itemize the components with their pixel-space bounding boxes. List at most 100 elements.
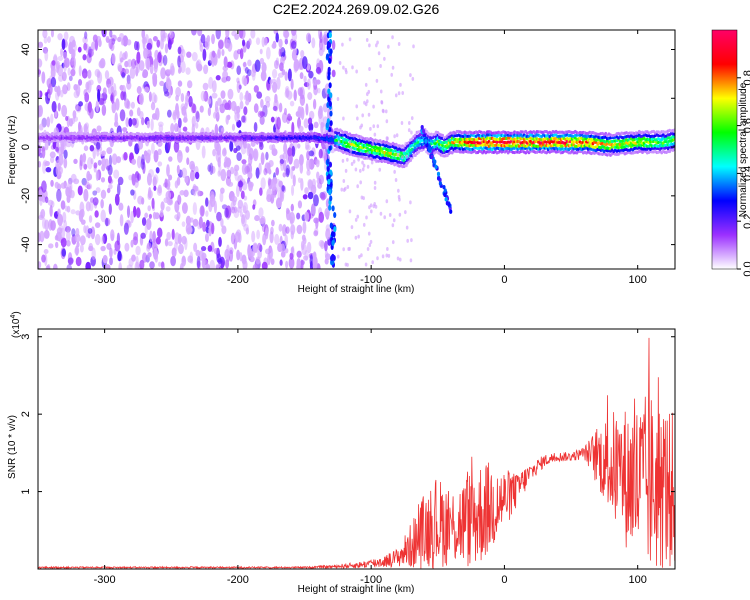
spectrogram-cell — [304, 249, 309, 261]
spectrogram-cell — [329, 110, 333, 117]
spectrogram-cell — [131, 118, 137, 126]
spectrogram-cell — [320, 192, 326, 201]
spectrogram-cell — [87, 228, 93, 234]
x-tick-label: -100 — [360, 574, 382, 586]
snr-plot-area — [38, 329, 675, 569]
spectrogram-cell — [331, 69, 336, 78]
spectrogram-cell — [368, 66, 371, 71]
spectrogram-cell — [114, 193, 120, 206]
spectrogram-cell — [207, 107, 211, 117]
spectrogram-cell — [181, 105, 187, 116]
spectrogram-cell — [87, 156, 93, 170]
spectrogram-cell — [153, 185, 157, 191]
spectrogram-cell — [318, 47, 324, 57]
spectrogram-cell — [313, 230, 319, 237]
spectrogram-cell — [119, 109, 126, 122]
spectrogram-cell — [433, 159, 437, 164]
spectrogram-cell — [170, 255, 176, 267]
spectrogram-cell — [361, 167, 365, 172]
spectrogram-cell — [100, 189, 107, 199]
spectrogram-cell — [83, 42, 88, 51]
spectrogram-cell — [279, 259, 283, 266]
spectrogram-cell — [126, 264, 133, 269]
spectrogram-cell — [253, 103, 259, 114]
spectrogram-cell — [285, 207, 290, 215]
spectrogram-cell — [409, 200, 412, 205]
spectrogram-cell — [132, 205, 137, 218]
y-tick-label: 3 — [20, 334, 32, 340]
spectrogram-cell — [363, 100, 366, 105]
spectrogram-cell — [108, 203, 112, 215]
spectrogram-cells — [38, 30, 675, 269]
spectrogram-cell — [194, 122, 199, 129]
spectrogram-cell — [306, 78, 311, 90]
y-tick-label: -20 — [20, 188, 32, 204]
spectrogram-cell — [307, 92, 313, 100]
y-tick-label: 0 — [20, 144, 32, 150]
spectrogram-cell — [221, 76, 228, 83]
spectrogram-cell — [122, 127, 128, 133]
spectrogram-cell — [302, 194, 308, 200]
snr-y-scale-exponent: 4 — [10, 315, 17, 319]
spectrogram-cell — [313, 121, 319, 129]
spectrogram-cell — [398, 212, 402, 217]
spectrogram-cell — [96, 141, 101, 150]
spectrogram-x-ticks: -300 -200 -100 0 100 — [94, 30, 647, 286]
spectrogram-cell — [186, 157, 190, 166]
spectrogram-cell — [221, 225, 227, 235]
spectrogram-cell — [271, 81, 278, 93]
spectrogram-cell — [247, 143, 252, 155]
spectrogram-y-ticks: -40 -20 0 20 40 — [20, 43, 675, 253]
spectrogram-cell — [149, 261, 155, 269]
spectrogram-cell — [327, 66, 331, 73]
spectrogram-cell — [199, 44, 204, 52]
spectrogram-cell — [443, 192, 447, 198]
spectrogram-cell — [72, 110, 77, 119]
spectrogram-cell — [109, 30, 113, 38]
spectrogram-cell — [236, 77, 240, 84]
spectrogram-cell — [242, 201, 249, 214]
spectrogram-cell — [367, 112, 371, 117]
spectrogram-x-axis-label: Height of straight line (km) — [298, 284, 415, 295]
spectrogram-cell — [211, 92, 218, 99]
spectrogram-cell — [385, 199, 389, 204]
spectrogram-cell — [409, 73, 412, 78]
spectrogram-cell — [104, 264, 111, 269]
spectrogram-cell — [329, 181, 333, 188]
spectrogram-cell — [357, 157, 360, 162]
spectrogram-cell — [209, 194, 216, 208]
spectrogram-cell — [46, 264, 51, 269]
spectrogram-cell — [135, 245, 141, 256]
spectrogram-cell — [350, 162, 354, 167]
spectrogram-cell — [38, 90, 41, 98]
spectrogram-cell — [259, 57, 265, 65]
spectrogram-cell — [102, 87, 107, 95]
spectrogram-cell — [66, 82, 71, 92]
spectrogram-cell — [164, 238, 169, 247]
spectrogram-cell — [187, 80, 193, 89]
spectrogram-cell — [230, 100, 237, 112]
spectrogram-cell — [443, 188, 447, 193]
spectrogram-cell — [100, 245, 106, 252]
spectrogram-cell — [70, 68, 76, 77]
spectrogram-cell — [124, 60, 129, 68]
spectrogram-cell — [370, 209, 373, 214]
spectrogram-cell — [376, 256, 379, 261]
spectrogram-cell — [106, 165, 111, 171]
spectrogram-cell — [87, 173, 93, 181]
spectrogram-cell — [111, 101, 117, 114]
spectrogram-cell — [41, 217, 47, 229]
spectrogram-cell — [149, 64, 154, 75]
spectrogram-cell — [59, 89, 64, 98]
spectrogram-cell — [373, 180, 377, 185]
spectrogram-cell — [66, 240, 71, 247]
spectrogram-cell — [38, 144, 41, 157]
spectrogram-cell — [225, 30, 230, 39]
spectrogram-cell — [300, 259, 304, 269]
spectrogram-cell — [231, 206, 236, 214]
spectrogram-cell — [181, 167, 188, 179]
spectrogram-cell — [270, 178, 277, 192]
spectrogram-cell — [272, 105, 278, 112]
spectrogram-cell — [202, 82, 209, 91]
spectrogram-cell — [160, 67, 166, 80]
